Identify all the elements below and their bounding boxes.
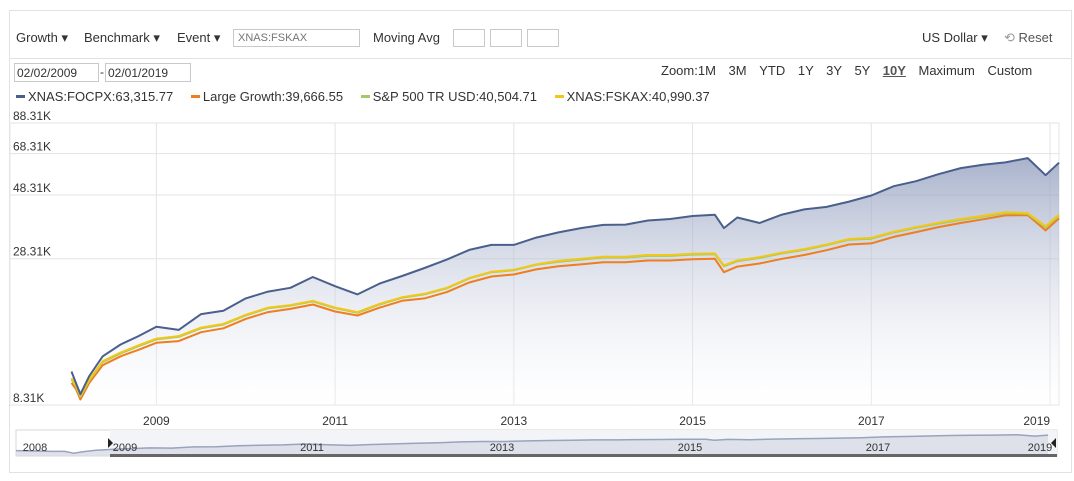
navigator-line <box>15 433 1049 454</box>
moving-avg-input-1[interactable] <box>453 29 485 47</box>
zoom-1y[interactable]: 1Y <box>797 63 814 78</box>
navigator-tick-label: 2015 <box>678 442 702 454</box>
zoom-maximum[interactable]: Maximum <box>918 63 975 78</box>
zoom-bar: Zoom:1M 3M YTD 1Y 3Y 5Y 10Y Maximum Cust… <box>661 63 1032 78</box>
event-dropdown[interactable]: Event ▾ <box>177 30 221 45</box>
focpx-area <box>71 158 1059 405</box>
zoom-label: Zoom: <box>661 63 698 78</box>
legend-item-focpx[interactable]: XNAS:FOCPX:63,315.77 <box>16 89 173 104</box>
currency-dropdown[interactable]: US Dollar ▾ <box>922 30 988 45</box>
zoom-ytd[interactable]: YTD <box>759 63 786 78</box>
series-line-0 <box>70 157 1060 396</box>
zoom-10y[interactable]: 10Y <box>882 63 906 78</box>
legend-swatch <box>360 95 370 99</box>
reset-button[interactable]: ⟲ Reset <box>1004 30 1053 45</box>
moving-avg-label: Moving Avg <box>373 30 440 45</box>
start-date-input[interactable] <box>14 63 99 82</box>
zoom-5y[interactable]: 5Y <box>854 63 871 78</box>
legend-swatch <box>554 95 564 99</box>
end-date-input[interactable] <box>105 63 191 82</box>
zoom-3m[interactable]: 3M <box>728 63 747 78</box>
navigator-area <box>16 434 1049 456</box>
ticker-input[interactable] <box>233 29 360 47</box>
zoom-custom[interactable]: Custom <box>987 63 1033 78</box>
x-tick-label: 2009 <box>143 414 170 428</box>
navigator-scrollbar[interactable] <box>110 454 1057 457</box>
y-tick-label: 88.31K <box>13 109 51 123</box>
zoom-3y[interactable]: 3Y <box>826 63 842 78</box>
navigator-tick-label: 2008 <box>23 442 47 454</box>
growth-dropdown[interactable]: Growth ▾ <box>16 30 69 45</box>
x-tick-label: 2015 <box>679 414 706 428</box>
benchmark-dropdown[interactable]: Benchmark ▾ <box>84 30 160 45</box>
navigator-tick-label: 2019 <box>1028 442 1052 454</box>
legend-item-fskax[interactable]: XNAS:FSKAX:40,990.37 <box>554 89 710 104</box>
x-tick-label: 2019 <box>1023 414 1050 428</box>
navigator-tick-label: 2009 <box>113 442 137 454</box>
legend-item-large-growth[interactable]: Large Growth:39,666.55 <box>190 89 343 104</box>
x-tick-label: 2013 <box>500 414 527 428</box>
series-line-3 <box>70 211 1060 397</box>
navigator-tick-label: 2013 <box>490 442 514 454</box>
x-tick-label: 2017 <box>858 414 885 428</box>
toolbar: Growth ▾ Benchmark ▾ Event ▾ Moving Avg … <box>9 21 1072 59</box>
legend-item-sp500[interactable]: S&P 500 TR USD:40,504.71 <box>360 89 537 104</box>
navigator-handle-right[interactable] <box>1051 438 1056 448</box>
y-tick-label: 48.31K <box>13 181 51 195</box>
moving-avg-input-3[interactable] <box>527 29 559 47</box>
zoom-1m[interactable]: 1M <box>697 63 716 78</box>
x-tick-label: 2011 <box>322 414 348 428</box>
y-tick-label: 8.31K <box>13 391 44 405</box>
legend-swatch <box>16 95 25 99</box>
chart-legend: XNAS:FOCPX:63,315.77 Large Growth:39,666… <box>16 89 724 104</box>
navigator-tick-label: 2011 <box>300 442 324 454</box>
reset-icon: ⟲ <box>1004 30 1015 45</box>
navigator-handle-left[interactable] <box>108 438 113 448</box>
date-separator: - <box>100 65 104 79</box>
moving-avg-input-2[interactable] <box>490 29 522 47</box>
legend-swatch <box>190 95 200 99</box>
y-tick-label: 28.31K <box>13 245 51 259</box>
navigator-tick-label: 2017 <box>866 442 890 454</box>
series-line-1 <box>70 214 1060 401</box>
y-tick-label: 68.31K <box>13 140 51 154</box>
